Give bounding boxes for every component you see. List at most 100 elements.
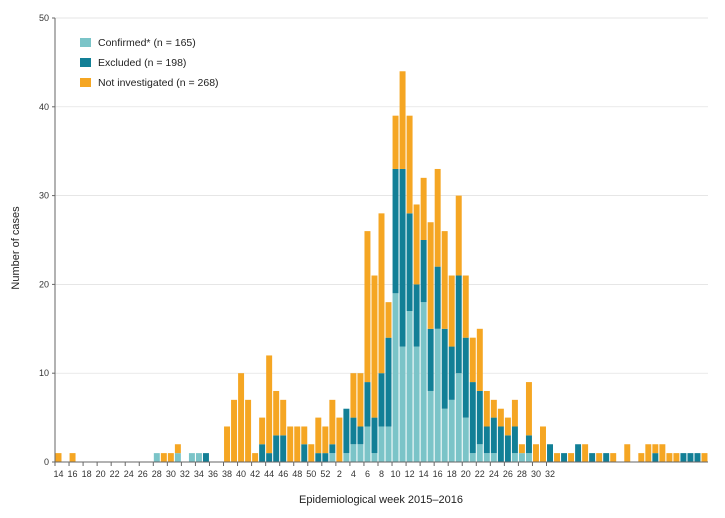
x-axis-title: Epidemiological week 2015–2016	[299, 494, 463, 506]
bar-segment-confirmed	[462, 417, 469, 462]
bar-segment-not-investigated	[701, 453, 708, 462]
x-tick-label: 14	[419, 469, 429, 479]
bar-segment-confirmed	[420, 302, 427, 462]
bar-segment-confirmed	[525, 453, 532, 462]
x-tick-label: 36	[208, 469, 218, 479]
x-tick-label: 14	[54, 469, 64, 479]
bar-segment-not-investigated	[245, 399, 252, 462]
bar-segment-excluded	[462, 337, 469, 418]
bar-segment-excluded	[280, 435, 287, 462]
bar-stacks	[55, 71, 708, 462]
x-tick-label: 8	[379, 469, 384, 479]
y-tick-label: 10	[39, 368, 49, 378]
bar-segment-excluded	[694, 453, 701, 462]
bar-segment-not-investigated	[287, 426, 294, 462]
x-tick-label: 34	[194, 469, 204, 479]
bar-segment-not-investigated	[490, 399, 497, 418]
bar-segment-confirmed	[329, 453, 336, 462]
y-tick-label: 20	[39, 279, 49, 289]
bar-segment-confirmed	[195, 453, 202, 462]
bar-segment-confirmed	[364, 426, 371, 462]
x-tick-label: 10	[391, 469, 401, 479]
legend-label-not-investigated: Not investigated (n = 268)	[98, 77, 219, 89]
bar-segment-not-investigated	[259, 417, 266, 445]
x-tick-label: 24	[489, 469, 499, 479]
bar-segment-confirmed	[406, 311, 413, 462]
bar-segment-confirmed	[476, 444, 483, 462]
bar-segment-not-investigated	[666, 453, 673, 462]
bar-segment-excluded	[266, 453, 273, 462]
bar-segment-confirmed	[455, 373, 462, 462]
bar-segment-not-investigated	[252, 453, 259, 462]
bar-segment-not-investigated	[294, 426, 301, 462]
bar-segment-confirmed	[483, 453, 490, 462]
x-tick-label: 30	[531, 469, 541, 479]
x-tick-label: 28	[152, 469, 162, 479]
bar-segment-not-investigated	[469, 337, 476, 383]
bar-segment-confirmed	[511, 453, 518, 462]
bar-segment-not-investigated	[322, 426, 329, 454]
bar-segment-excluded	[497, 426, 504, 462]
y-tick-labels: 0 10 20 30 40 50	[39, 13, 49, 467]
x-tick-labels: 14 16 18 20 22 24 26 28 30 32 34 36 38 40 42 44 46 48 50 52…	[54, 469, 556, 479]
bar-segment-not-investigated	[420, 177, 427, 240]
x-tick-label: 12	[405, 469, 415, 479]
y-tick-label: 50	[39, 13, 49, 23]
bar-segment-confirmed	[343, 453, 350, 462]
bar-segment-excluded	[547, 444, 554, 462]
bar-segment-excluded	[652, 453, 659, 462]
bar-segment-excluded	[329, 444, 336, 454]
bar-segment-not-investigated	[448, 275, 455, 347]
bar-segment-not-investigated	[69, 453, 76, 462]
x-tick-label: 16	[433, 469, 443, 479]
bar-segment-excluded	[561, 453, 568, 462]
bar-segment-excluded	[490, 417, 497, 454]
legend-swatch-not-investigated	[80, 78, 91, 87]
x-tick-label: 16	[68, 469, 78, 479]
legend-label-confirmed: Confirmed* (n = 165)	[98, 37, 196, 49]
y-tick-label: 30	[39, 191, 49, 201]
bar-segment-not-investigated	[568, 453, 575, 462]
x-tick-label: 28	[517, 469, 527, 479]
bar-segment-not-investigated	[308, 444, 315, 462]
x-tick-label: 6	[365, 469, 370, 479]
bar-segment-not-investigated	[371, 275, 378, 418]
bar-segment-not-investigated	[280, 399, 287, 436]
x-tick-label: 2	[337, 469, 342, 479]
bar-segment-confirmed	[174, 453, 181, 462]
bar-segment-not-investigated	[392, 115, 399, 169]
bar-segment-confirmed	[350, 444, 357, 462]
bar-segment-not-investigated	[224, 426, 231, 462]
axes	[52, 17, 708, 466]
bar-segment-not-investigated	[399, 71, 406, 169]
bar-segment-confirmed	[469, 453, 476, 462]
x-tick-label: 18	[82, 469, 92, 479]
bar-segment-excluded	[371, 417, 378, 454]
x-tick-label: 20	[461, 469, 471, 479]
y-tick-label: 40	[39, 102, 49, 112]
bar-segment-not-investigated	[406, 115, 413, 214]
bar-segment-excluded	[687, 453, 694, 462]
bar-segment-not-investigated	[652, 444, 659, 454]
bar-segment-confirmed	[413, 346, 420, 462]
bar-segment-confirmed	[518, 453, 525, 462]
bar-segment-excluded	[413, 284, 420, 347]
bar-segment-excluded	[301, 444, 308, 462]
bar-segment-not-investigated	[238, 373, 245, 462]
bar-segment-not-investigated	[167, 453, 174, 462]
bar-segment-excluded	[575, 444, 582, 462]
bar-segment-excluded	[441, 328, 448, 409]
x-tick-label: 38	[222, 469, 232, 479]
bar-segment-not-investigated	[532, 444, 539, 462]
bar-segment-confirmed	[385, 426, 392, 462]
bar-segment-not-investigated	[55, 453, 62, 462]
legend-swatch-confirmed	[80, 38, 91, 47]
bar-segment-not-investigated	[638, 453, 645, 462]
bar-segment-not-investigated	[385, 302, 392, 338]
bar-segment-not-investigated	[434, 168, 441, 267]
bar-segment-excluded	[434, 266, 441, 329]
bar-segment-excluded	[427, 328, 434, 391]
bar-segment-confirmed	[399, 346, 406, 462]
bar-segment-confirmed	[188, 453, 195, 462]
